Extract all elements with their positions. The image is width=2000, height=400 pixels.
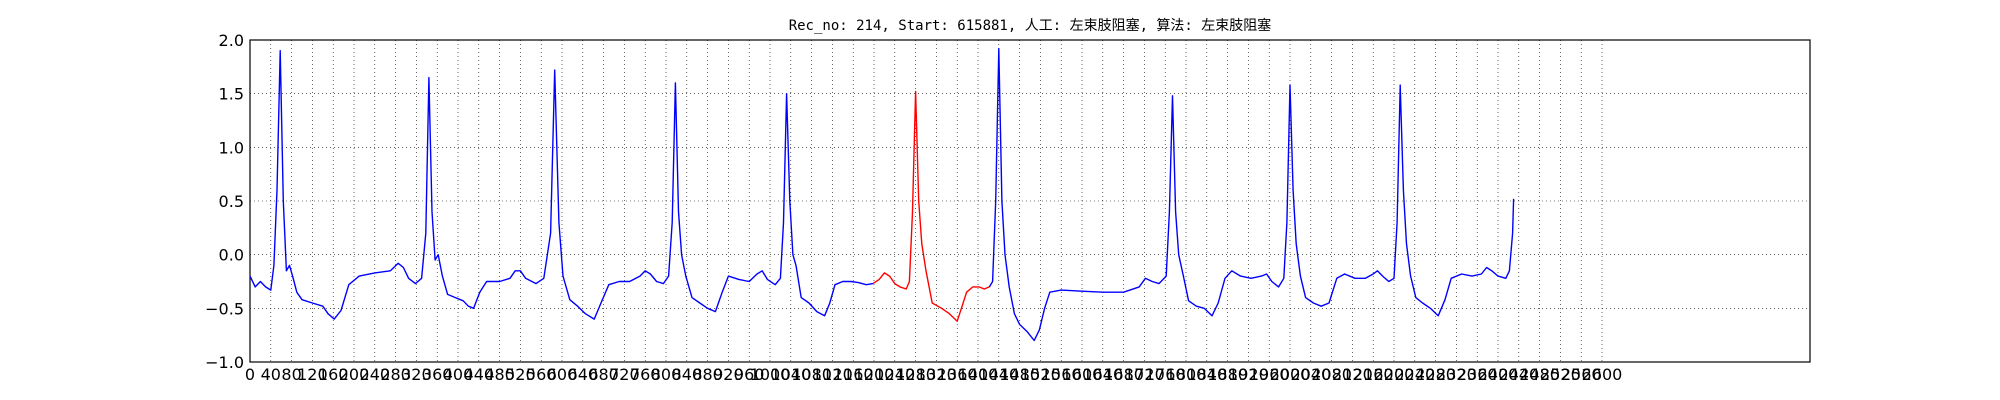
x-tick-label: 1720 [1124, 365, 1165, 384]
y-tick-label: −1.0 [205, 353, 244, 372]
y-tick-label: 1.0 [219, 138, 244, 157]
x-tick-label: 1240 [874, 365, 915, 384]
x-tick-label: 2280 [1415, 365, 1456, 384]
x-tick-label: 920 [713, 365, 744, 384]
x-tick-label: 2520 [1540, 365, 1581, 384]
x-tick-label: 440 [464, 365, 495, 384]
x-tick-label: 1640 [1082, 365, 1123, 384]
x-tick-label: 1040 [770, 365, 811, 384]
x-tick-label: 1120 [812, 365, 853, 384]
x-tick-label: 680 [588, 365, 619, 384]
y-axis-ticks: −1.0 −0.5 0.0 0.5 1.0 1.5 2.0 [205, 31, 244, 372]
x-tick-label: 1800 [1166, 365, 1207, 384]
x-tick-label: 600 [547, 365, 578, 384]
x-tick-label: 280 [380, 365, 411, 384]
x-tick-label: 0 [245, 365, 255, 384]
x-tick-label: 40 [261, 365, 281, 384]
x-tick-label: 640 [568, 365, 599, 384]
y-tick-label: 2.0 [219, 31, 244, 50]
x-tick-label: 2200 [1374, 365, 1415, 384]
x-tick-label: 1680 [1103, 365, 1144, 384]
x-tick-label: 360 [422, 365, 453, 384]
x-tick-label: 2600 [1582, 365, 1623, 384]
x-tick-label: 400 [443, 365, 474, 384]
x-tick-label: 2240 [1394, 365, 1435, 384]
x-tick-label: 200 [339, 365, 370, 384]
grid [249, 39, 1810, 363]
x-axis-ticks: 0 40 8012016020024028032036040044048052056… [245, 365, 1622, 384]
x-tick-label: 1280 [895, 365, 936, 384]
chart-title: Rec_no: 214, Start: 615881, 人工: 左束肢阻塞, 算… [789, 17, 1272, 34]
x-tick-label: 1320 [916, 365, 957, 384]
x-tick-label: 2480 [1519, 365, 1560, 384]
x-tick-label: 2000 [1270, 365, 1311, 384]
ecg-segment-1 [872, 90, 990, 322]
x-tick-label: 840 [672, 365, 703, 384]
x-tick-label: 480 [484, 365, 515, 384]
x-tick-label: 560 [526, 365, 557, 384]
x-tick-label: 1360 [937, 365, 978, 384]
x-tick-label: 1400 [958, 365, 999, 384]
x-tick-label: 120 [297, 365, 328, 384]
x-tick-label: 2320 [1436, 365, 1477, 384]
x-tick-label: 960 [734, 365, 765, 384]
ecg-segment-2 [988, 47, 1515, 342]
ecg-series [249, 47, 1515, 342]
x-tick-label: 1920 [1228, 365, 1269, 384]
x-tick-label: 320 [401, 365, 432, 384]
x-tick-label: 2440 [1498, 365, 1539, 384]
x-tick-label: 2360 [1457, 365, 1498, 384]
y-tick-label: 0.0 [219, 246, 244, 265]
x-tick-label: 720 [609, 365, 640, 384]
x-tick-label: 1600 [1062, 365, 1103, 384]
x-tick-label: 1880 [1207, 365, 1248, 384]
y-tick-label: −0.5 [205, 299, 244, 318]
x-tick-label: 2560 [1561, 365, 1602, 384]
x-tick-label: 880 [692, 365, 723, 384]
x-tick-label: 2080 [1311, 365, 1352, 384]
x-tick-label: 2040 [1290, 365, 1331, 384]
x-tick-label: 1160 [833, 365, 874, 384]
x-tick-label: 1960 [1249, 365, 1290, 384]
y-tick-label: 1.5 [219, 85, 244, 104]
x-tick-label: 2120 [1332, 365, 1373, 384]
x-tick-label: 2160 [1353, 365, 1394, 384]
x-tick-label: 160 [318, 365, 349, 384]
x-tick-label: 240 [360, 365, 391, 384]
x-tick-label: 520 [505, 365, 536, 384]
x-tick-label: 1760 [1145, 365, 1186, 384]
y-tick-label: 0.5 [219, 192, 244, 211]
x-tick-label: 800 [651, 365, 682, 384]
x-tick-label: 1520 [1020, 365, 1061, 384]
ecg-segment-0 [249, 50, 874, 320]
x-tick-label: 1840 [1186, 365, 1227, 384]
x-tick-label: 1080 [791, 365, 832, 384]
x-tick-label: 1440 [978, 365, 1019, 384]
x-tick-label: 1200 [854, 365, 895, 384]
x-tick-label: 1560 [1041, 365, 1082, 384]
x-tick-label: 80 [281, 365, 301, 384]
x-tick-label: 2400 [1478, 365, 1519, 384]
x-tick-label: 1480 [999, 365, 1040, 384]
x-tick-label: 1000 [750, 365, 791, 384]
x-tick-label: 760 [630, 365, 661, 384]
